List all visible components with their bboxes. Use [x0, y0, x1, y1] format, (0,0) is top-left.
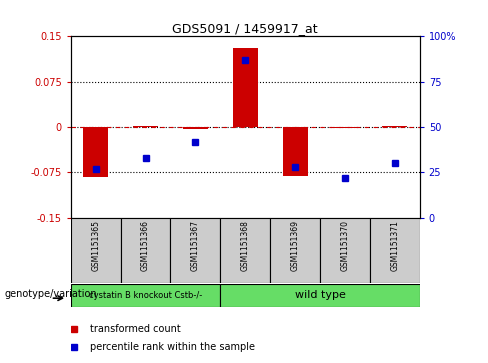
Bar — [382, 126, 407, 127]
Text: GSM1151365: GSM1151365 — [91, 220, 100, 271]
Bar — [220, 218, 270, 283]
Text: percentile rank within the sample: percentile rank within the sample — [90, 342, 255, 352]
Bar — [71, 284, 220, 307]
Text: transformed count: transformed count — [90, 323, 181, 334]
Text: GSM1151370: GSM1151370 — [341, 220, 349, 271]
Text: GSM1151367: GSM1151367 — [191, 220, 200, 271]
Bar — [220, 284, 420, 307]
Bar — [233, 48, 258, 127]
Bar — [170, 218, 220, 283]
Text: genotype/variation: genotype/variation — [5, 289, 98, 299]
Text: GSM1151371: GSM1151371 — [390, 220, 399, 271]
Bar — [283, 127, 307, 176]
Bar — [133, 126, 158, 127]
Bar — [270, 218, 320, 283]
Text: GSM1151369: GSM1151369 — [290, 220, 300, 271]
Text: GSM1151366: GSM1151366 — [141, 220, 150, 271]
Bar — [71, 218, 121, 283]
Bar — [121, 218, 170, 283]
Bar — [183, 127, 208, 129]
Text: cystatin B knockout Cstb-/-: cystatin B knockout Cstb-/- — [89, 291, 202, 300]
Title: GDS5091 / 1459917_at: GDS5091 / 1459917_at — [172, 22, 318, 35]
Text: wild type: wild type — [295, 290, 346, 301]
Bar — [320, 218, 370, 283]
Bar — [370, 218, 420, 283]
Bar — [83, 127, 108, 177]
Bar — [332, 127, 357, 128]
Text: GSM1151368: GSM1151368 — [241, 220, 250, 271]
